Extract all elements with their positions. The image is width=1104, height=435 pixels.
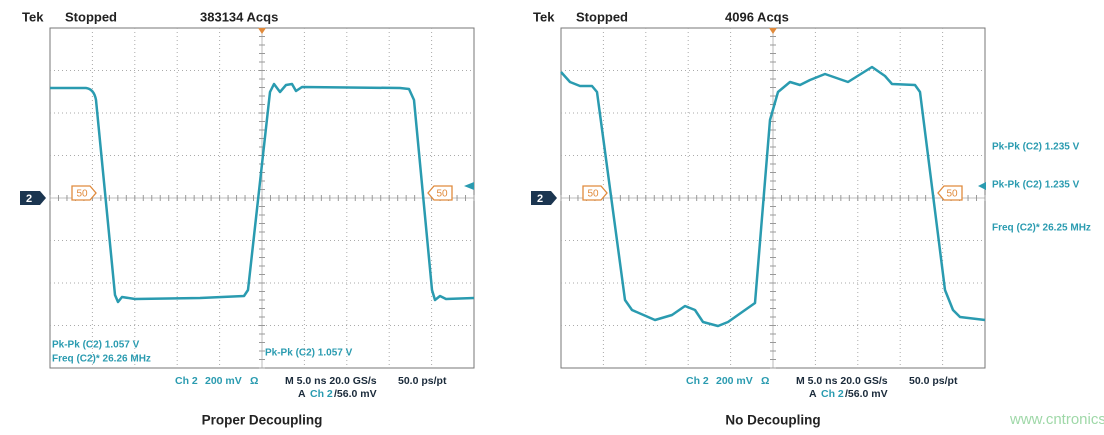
status: Stopped bbox=[576, 9, 628, 24]
impedance: Ω bbox=[250, 375, 258, 387]
measurement: Pk-Pk (C2) 1.235 V bbox=[992, 180, 1080, 191]
level-arrow bbox=[464, 182, 474, 190]
channel-marker: 2 bbox=[537, 193, 543, 205]
measurement: Freq (C2)* 26.25 MHz bbox=[992, 223, 1091, 234]
acquisitions: 4096 Acqs bbox=[725, 9, 789, 24]
waveform bbox=[560, 65, 986, 328]
measurement: Pk-Pk (C2) 1.235 V bbox=[992, 142, 1080, 153]
level-marker: 50 bbox=[436, 189, 448, 200]
timebase: M 5.0 ns 20.0 GS/s bbox=[796, 375, 888, 387]
channel-badge bbox=[20, 191, 46, 205]
trigger-channel: Ch 2 bbox=[821, 388, 844, 400]
resolution: 50.0 ps/pt bbox=[909, 375, 958, 387]
resolution: 50.0 ps/pt bbox=[398, 375, 447, 387]
brand: Tek bbox=[22, 9, 44, 24]
trigger-channel: Ch 2 bbox=[310, 388, 333, 400]
level-marker: 50 bbox=[587, 189, 599, 200]
level-arrow bbox=[978, 182, 986, 190]
trigger-position bbox=[258, 28, 266, 34]
trigger-prefix: A bbox=[809, 388, 817, 400]
measurement: Pk-Pk (C2) 1.057 V bbox=[265, 348, 353, 359]
status: Stopped bbox=[65, 9, 117, 24]
channel-marker: 2 bbox=[26, 193, 32, 205]
vertical-scale: 200 mV bbox=[716, 375, 753, 387]
trigger-level: /56.0 mV bbox=[334, 388, 377, 400]
trigger-prefix: A bbox=[298, 388, 306, 400]
vertical-scale: 200 mV bbox=[205, 375, 242, 387]
channel-scale: Ch 2 bbox=[686, 375, 709, 387]
level-marker: 50 bbox=[76, 189, 88, 200]
trigger-level: /56.0 mV bbox=[845, 388, 888, 400]
measurement: Pk-Pk (C2) 1.057 V bbox=[52, 340, 140, 351]
impedance: Ω bbox=[761, 375, 769, 387]
brand: Tek bbox=[533, 9, 555, 24]
caption: Proper Decoupling bbox=[202, 413, 323, 428]
waveform bbox=[50, 82, 475, 304]
level-marker-box bbox=[937, 185, 963, 201]
level-marker-box bbox=[582, 185, 608, 201]
watermark: www.cntronics.com bbox=[1009, 411, 1104, 428]
channel-badge bbox=[531, 191, 557, 205]
channel-scale: Ch 2 bbox=[175, 375, 198, 387]
level-marker: 50 bbox=[946, 189, 958, 200]
caption: No Decoupling bbox=[725, 413, 820, 428]
timebase: M 5.0 ns 20.0 GS/s bbox=[285, 375, 377, 387]
measurement: Freq (C2)* 26.26 MHz bbox=[52, 354, 151, 365]
scope-panel: Tek Stopped 383134 Acqs 2 50 50 Pk-Pk (C2) 1.0… bbox=[20, 9, 475, 428]
trigger-position bbox=[769, 28, 777, 34]
level-marker-box bbox=[71, 185, 97, 201]
level-marker-box bbox=[427, 185, 453, 201]
acquisitions: 383134 Acqs bbox=[200, 9, 278, 24]
